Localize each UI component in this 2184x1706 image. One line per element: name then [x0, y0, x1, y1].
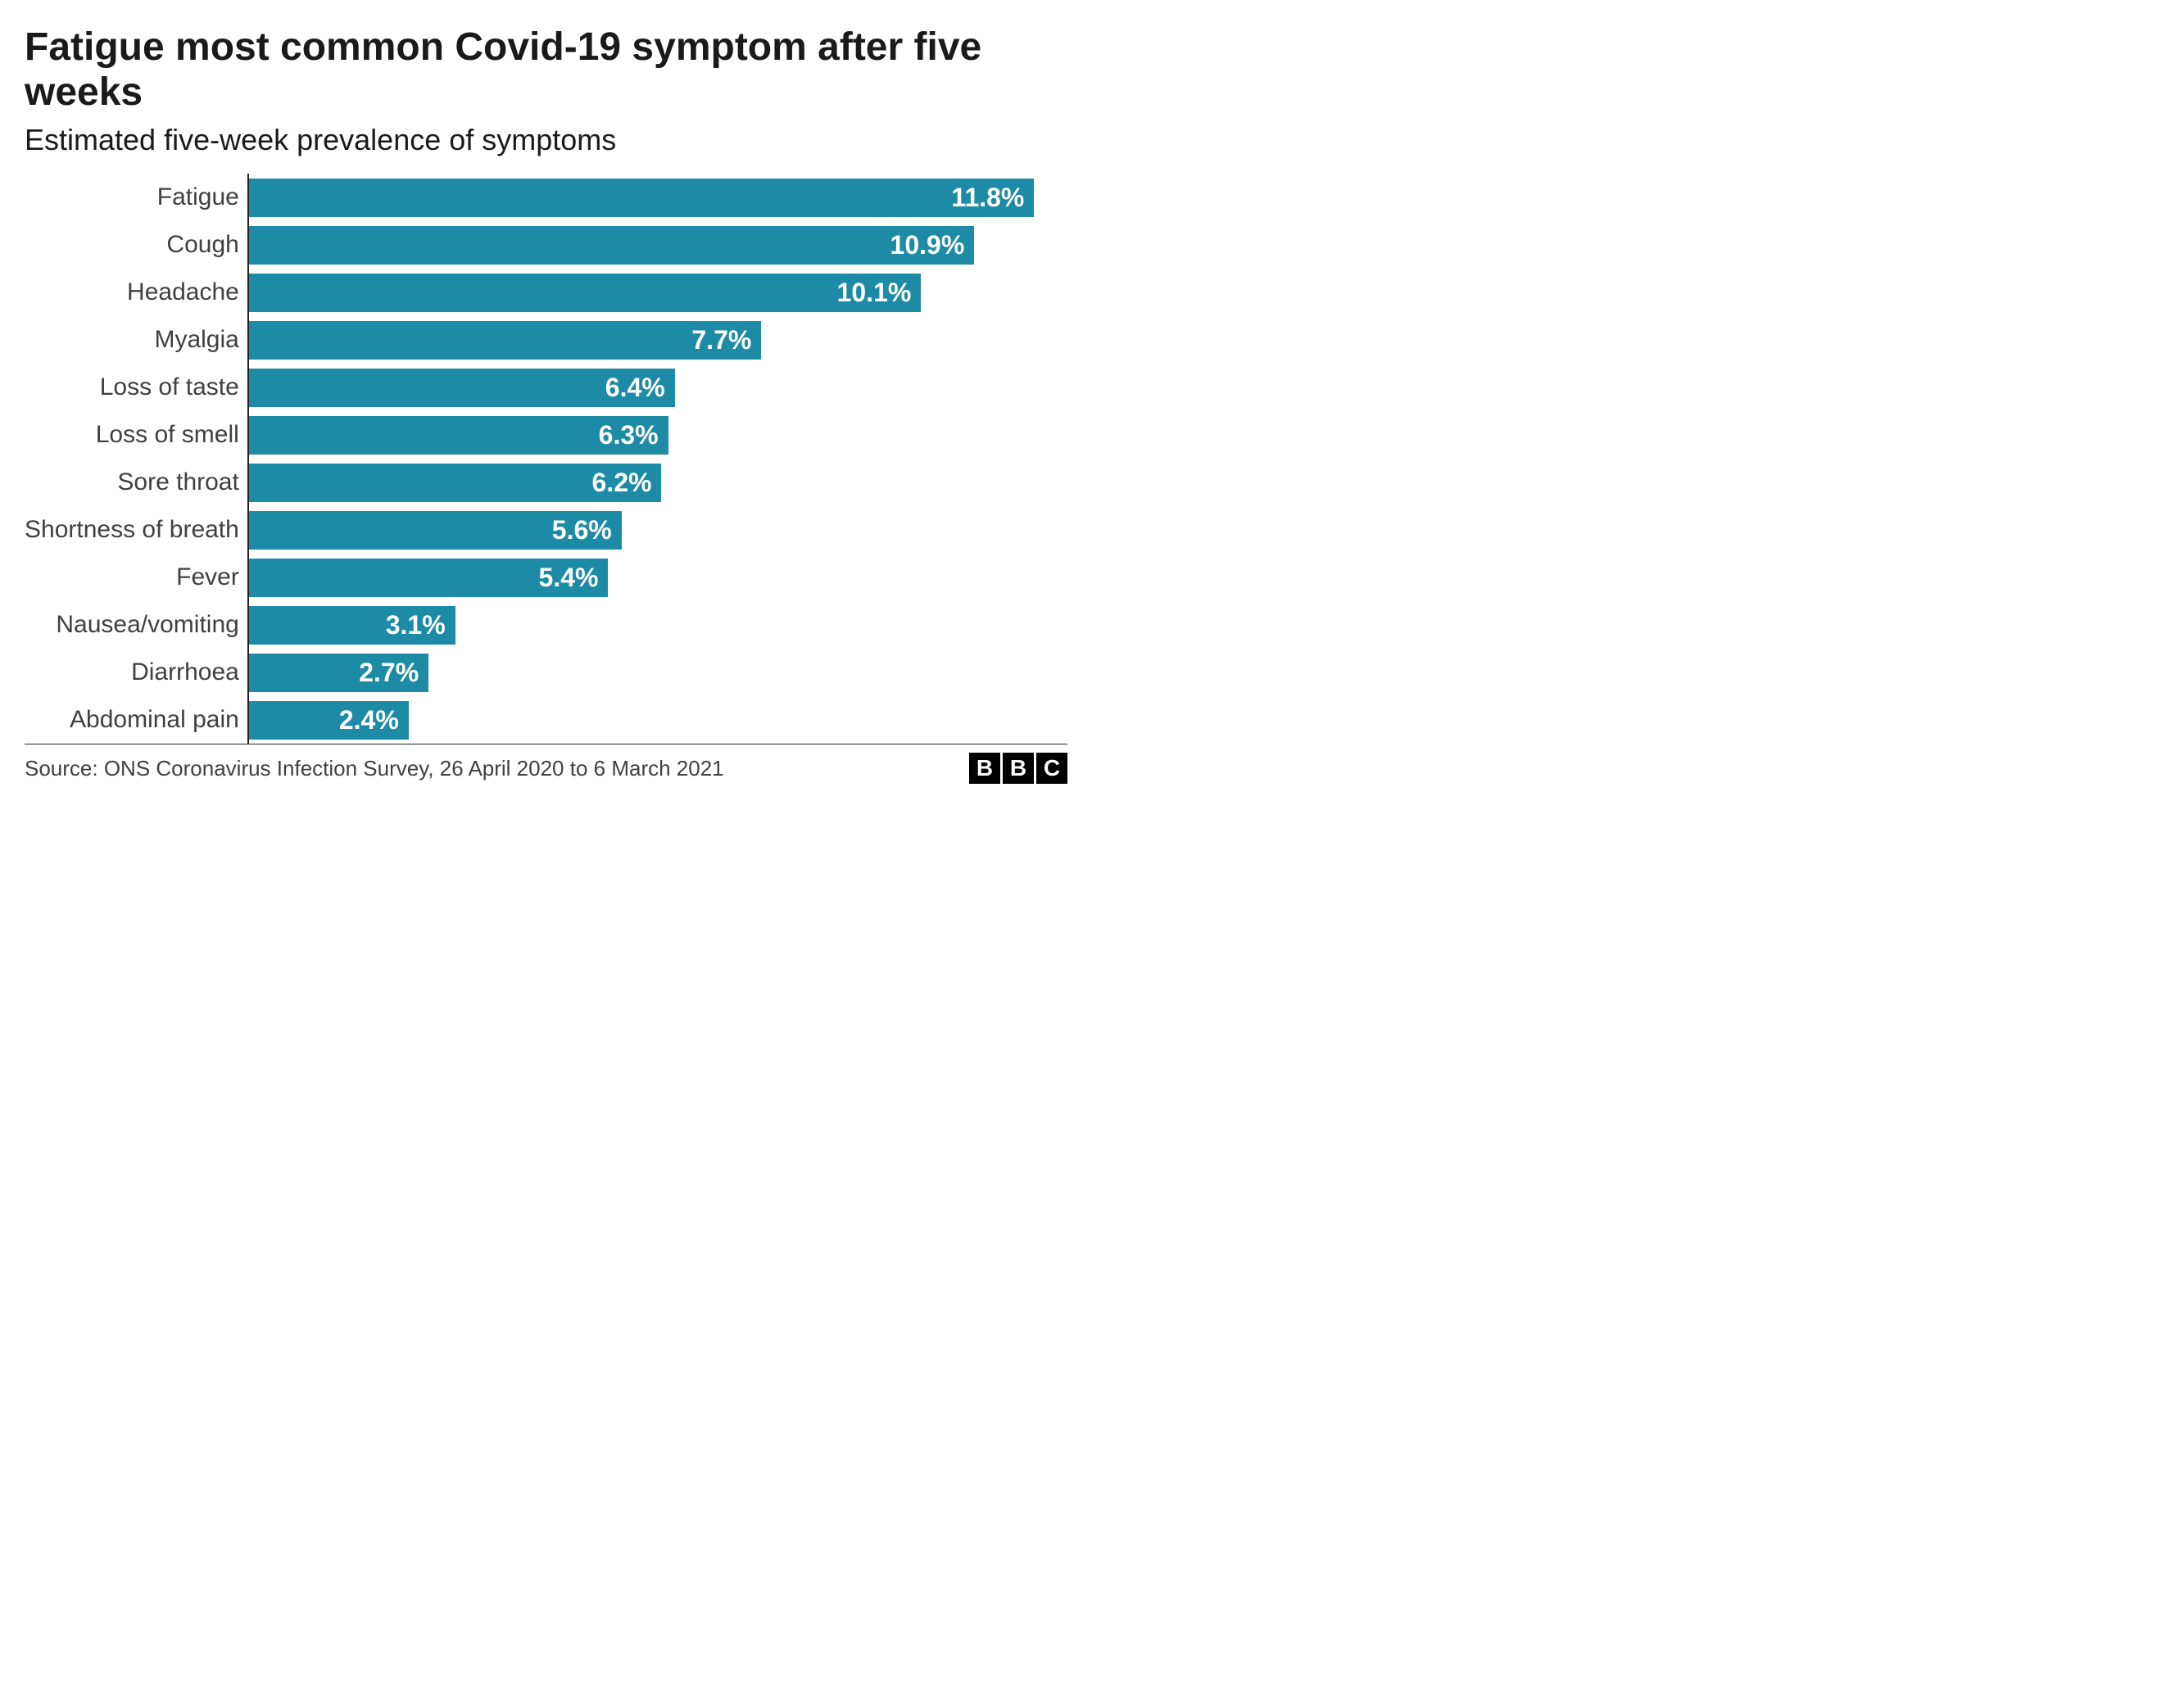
bar-row: 10.9%: [249, 221, 1067, 269]
chart-subtitle: Estimated five-week prevalence of sympto…: [25, 123, 1067, 157]
bar: 2.4%: [249, 701, 409, 739]
category-label: Sore throat: [117, 459, 238, 506]
chart-footer: Source: ONS Coronavirus Infection Survey…: [25, 753, 1067, 784]
bar-row: 11.8%: [249, 174, 1067, 221]
bar-row: 6.2%: [249, 459, 1067, 506]
category-label: Abdominal pain: [70, 696, 239, 744]
category-label: Cough: [166, 221, 238, 269]
source-text: Source: ONS Coronavirus Infection Survey…: [25, 756, 724, 781]
category-label: Loss of smell: [96, 411, 239, 459]
bar: 10.9%: [249, 226, 974, 264]
bar: 5.4%: [249, 559, 609, 596]
bar: 2.7%: [249, 654, 428, 691]
bar: 11.8%: [249, 179, 1035, 216]
bar: 6.3%: [249, 416, 668, 454]
bars-area: 11.8% 10.9% 10.1% 7.7% 6.4% 6.3% 6.2% 5.6% 5.4% 3…: [249, 174, 1067, 744]
bar-row: 2.7%: [249, 649, 1067, 696]
bar-row: 2.4%: [249, 696, 1067, 744]
plot-area: FatigueCoughHeadacheMyalgiaLoss of taste…: [25, 174, 1067, 744]
bar: 7.7%: [249, 321, 761, 359]
bar: 6.4%: [249, 369, 675, 406]
chart-container: Fatigue most common Covid-19 symptom aft…: [0, 0, 1092, 800]
category-label: Fever: [176, 554, 239, 601]
bar-row: 10.1%: [249, 269, 1067, 316]
chart-title: Fatigue most common Covid-19 symptom aft…: [25, 25, 1067, 115]
bbc-logo-letter: B: [969, 753, 1000, 784]
category-label: Headache: [127, 269, 239, 316]
bar-row: 6.4%: [249, 364, 1067, 411]
bar-row: 5.6%: [249, 506, 1067, 554]
y-axis-labels: FatigueCoughHeadacheMyalgiaLoss of taste…: [25, 174, 249, 744]
category-label: Diarrhoea: [131, 649, 239, 696]
bar: 3.1%: [249, 606, 455, 644]
category-label: Shortness of breath: [25, 506, 239, 554]
category-label: Loss of taste: [100, 364, 239, 411]
bar-row: 3.1%: [249, 601, 1067, 649]
category-label: Fatigue: [157, 174, 239, 221]
bar-row: 7.7%: [249, 316, 1067, 364]
bar: 6.2%: [249, 464, 662, 501]
category-label: Myalgia: [154, 316, 238, 364]
bar-row: 6.3%: [249, 411, 1067, 459]
bar: 5.6%: [249, 511, 622, 549]
bbc-logo-letter: C: [1036, 753, 1067, 784]
category-label: Nausea/vomiting: [56, 601, 238, 649]
bbc-logo: BBC: [969, 753, 1067, 784]
bar: 10.1%: [249, 274, 921, 311]
bar-row: 5.4%: [249, 554, 1067, 601]
bbc-logo-letter: B: [1003, 753, 1034, 784]
